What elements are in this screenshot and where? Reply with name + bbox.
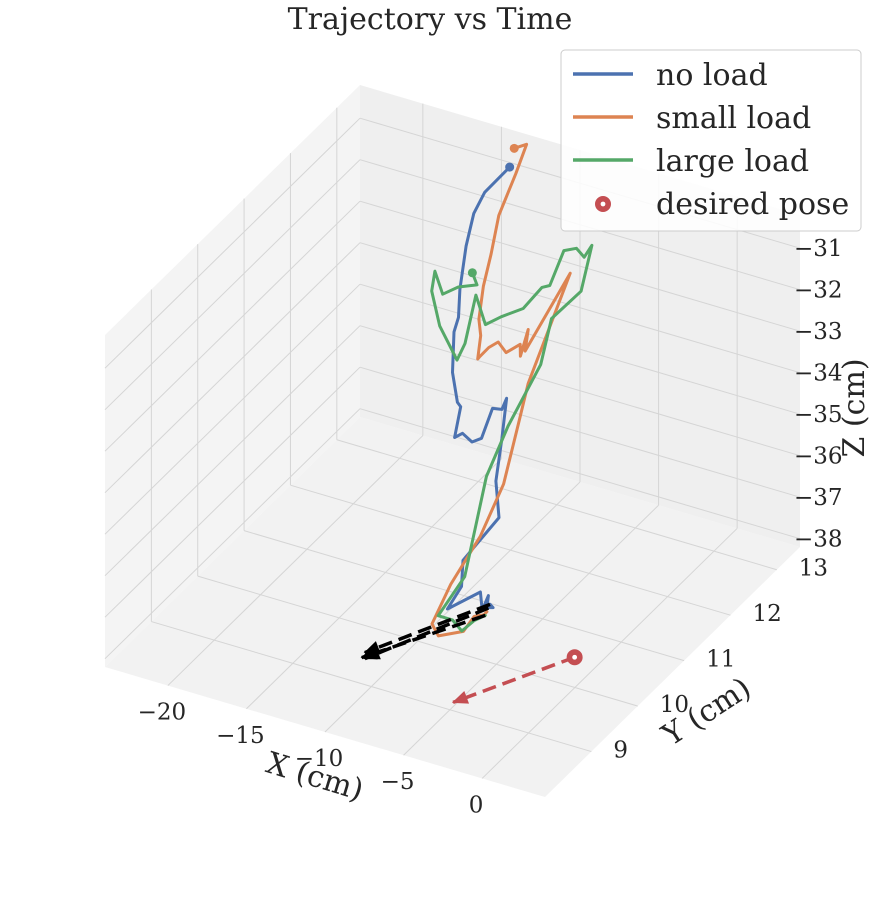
y-gridline-floor: [290, 484, 731, 616]
legend-label-no-load: no load: [656, 58, 768, 93]
x-gridline-floor: [403, 504, 659, 756]
y-gridline-floor: [197, 575, 638, 707]
z-gridline-back: [359, 366, 801, 498]
z-gridline-left: [104, 283, 361, 535]
desired-pose-marker-center: [572, 654, 578, 660]
trajectory-line-large-load: [430, 243, 594, 633]
dashed-arrow-head: [360, 646, 378, 660]
legend-frame: [560, 49, 862, 232]
x-tick-label: −15: [216, 723, 265, 749]
legend: no load small load large load desired po…: [560, 49, 862, 232]
legend-label-desired-pose: desired pose: [656, 187, 849, 222]
y-gridline-floor: [243, 530, 685, 662]
left-wall-pane: [105, 85, 360, 667]
legend-label-small-load: small load: [656, 101, 811, 136]
z-tick-label: −32: [794, 278, 843, 304]
trajectory-line-small-load: [430, 142, 572, 638]
legend-marker-desired-pose-center: [600, 201, 606, 207]
y-tick-label: 12: [753, 601, 782, 627]
y-gridline-floor: [336, 439, 777, 571]
z-gridline-back: [359, 200, 801, 332]
start-marker: [505, 162, 515, 172]
dashed-arrow-shaft: [361, 613, 486, 660]
dashed-arrow-head: [451, 691, 470, 704]
z-gridline-left: [104, 325, 361, 577]
z-gridline-left: [104, 408, 361, 660]
z-tick-label: −31: [794, 236, 843, 262]
z-tick-label: −34: [794, 361, 843, 387]
y-tick-label: 10: [660, 692, 689, 718]
y-tick-label: 11: [706, 647, 735, 673]
z-gridline-left: [104, 117, 361, 369]
tick-labels: −20 −15 −10 −5 0 9 10 11 12 13 −31 −32 −33 −34 −35 −36 −…: [138, 236, 843, 818]
z-tick-label: −37: [794, 485, 843, 511]
z-tick-label: −38: [794, 527, 843, 553]
x-tick-label: −5: [381, 769, 415, 795]
z-gridline-back: [359, 408, 801, 540]
start-marker: [467, 268, 477, 278]
x-gridline-floor: [167, 435, 424, 686]
dashed-arrow-shaft: [364, 602, 491, 655]
x-gridline-floor: [481, 528, 738, 779]
axes-grid: [104, 103, 801, 779]
z-gridline-back: [359, 283, 801, 415]
x-tick-label: −20: [138, 700, 187, 726]
z-tick-label: −33: [794, 319, 843, 345]
x-tick-label: 0: [469, 792, 484, 818]
z-gridline-back: [359, 242, 801, 374]
dashed-arrow-shaft: [452, 655, 576, 705]
legend-label-large-load: large load: [656, 144, 809, 179]
z-tick-label: −35: [794, 402, 843, 428]
chart-title: Trajectory vs Time: [288, 2, 573, 37]
trajectory-line-no-load: [445, 165, 512, 612]
x-tick-label: −10: [295, 746, 344, 772]
x-gridline-floor: [246, 458, 502, 710]
z-axis-label: Z (cm): [837, 358, 872, 457]
z-gridline-left: [104, 366, 361, 618]
z-gridline-left: [104, 159, 361, 411]
z-gridline-left: [104, 242, 361, 494]
z-tick-label: −36: [794, 444, 843, 470]
start-marker: [509, 143, 519, 153]
z-gridline-left: [104, 200, 361, 452]
y-tick-label: 13: [799, 556, 828, 582]
y-tick-label: 9: [613, 738, 628, 764]
plot-marks: [360, 142, 594, 705]
z-gridline-back: [359, 325, 801, 457]
y-gridline-floor: [151, 621, 592, 753]
